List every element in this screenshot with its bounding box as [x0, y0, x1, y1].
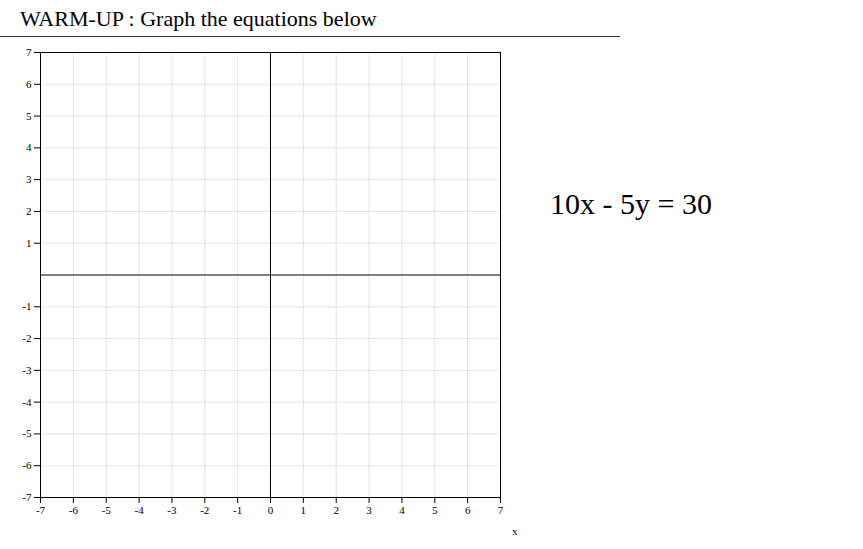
svg-text:-7: -7 [22, 491, 32, 503]
svg-text:-4: -4 [22, 396, 32, 408]
svg-text:4: 4 [399, 504, 405, 516]
svg-text:6: 6 [26, 78, 32, 90]
svg-text:6: 6 [465, 504, 471, 516]
svg-text:-6: -6 [69, 504, 79, 516]
svg-text:x: x [512, 525, 518, 537]
svg-text:7: 7 [498, 504, 504, 516]
svg-text:5: 5 [26, 110, 32, 122]
svg-text:-5: -5 [22, 427, 32, 439]
svg-text:2: 2 [26, 205, 32, 217]
svg-text:-7: -7 [36, 504, 46, 516]
svg-text:-1: -1 [22, 300, 31, 312]
svg-text:4: 4 [26, 141, 32, 153]
svg-text:-6: -6 [22, 459, 32, 471]
svg-text:-1: -1 [233, 504, 242, 516]
html-text:WARM-UP : Graph the equations: WARM-UP : Graph the equations below [20, 6, 377, 31]
svg-text:3: 3 [366, 504, 372, 516]
html-text:10x - 5y = 30: 10x - 5y = 30 [550, 187, 712, 220]
svg-text:3: 3 [26, 173, 32, 185]
svg-text:0: 0 [268, 504, 274, 516]
svg-text:-3: -3 [22, 364, 32, 376]
svg-text:-2: -2 [200, 504, 209, 516]
svg-text:7: 7 [26, 46, 32, 58]
svg-text:-5: -5 [102, 504, 112, 516]
svg-text:1: 1 [26, 237, 32, 249]
svg-text:5: 5 [432, 504, 438, 516]
svg-text:-4: -4 [134, 504, 144, 516]
svg-text:1: 1 [301, 504, 307, 516]
svg-text:2: 2 [333, 504, 339, 516]
svg-text:-2: -2 [22, 332, 31, 344]
svg-text:-3: -3 [167, 504, 177, 516]
